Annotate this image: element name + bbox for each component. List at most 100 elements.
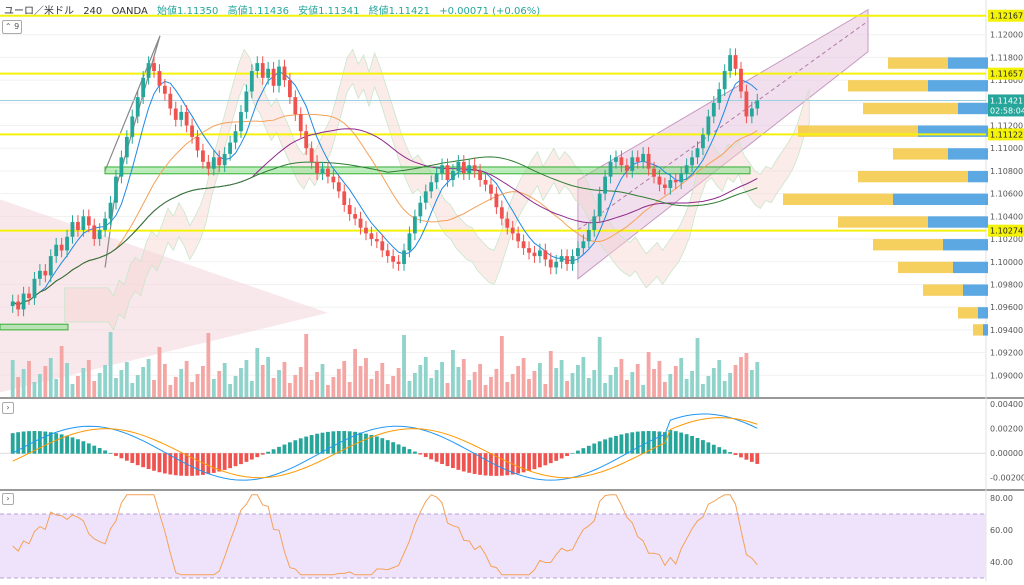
- volume-profile-bar: [838, 216, 928, 228]
- indicator-collapse-button[interactable]: ⌃ 9: [2, 20, 22, 34]
- macd-histogram-bar: [217, 453, 222, 472]
- volume-bar: [690, 371, 694, 397]
- candle: [54, 244, 59, 257]
- candle: [635, 157, 640, 162]
- macd-histogram-bar: [43, 431, 48, 454]
- volume-profile-bar: [948, 57, 988, 69]
- candle: [190, 125, 194, 137]
- macd-histogram-bar: [592, 443, 597, 454]
- macd-histogram-bar: [173, 453, 178, 476]
- candle: [592, 216, 597, 230]
- macd-histogram-bar: [717, 447, 722, 454]
- candle: [483, 180, 488, 185]
- candle: [630, 157, 635, 171]
- symbol-name[interactable]: ユーロ／米ドル: [4, 6, 74, 17]
- close-value: 終値1.11421: [368, 6, 431, 17]
- macd-line: [12, 413, 758, 481]
- candle: [152, 63, 156, 72]
- candle: [673, 180, 678, 183]
- current-price-label: 1.11421: [990, 96, 1023, 105]
- candle: [287, 80, 292, 98]
- macd-histogram-bar: [146, 453, 151, 470]
- rsi-pane-toggle-icon[interactable]: ›: [2, 493, 14, 505]
- macd-histogram-bar: [152, 453, 156, 471]
- candle: [396, 261, 401, 265]
- channel-midline: [577, 20, 869, 231]
- candle: [70, 222, 75, 237]
- volume-bar: [195, 374, 200, 397]
- volume-bar: [336, 369, 341, 397]
- volume-bar: [483, 385, 488, 397]
- candle: [494, 193, 499, 208]
- macd-histogram-bar: [527, 453, 531, 471]
- candle: [27, 293, 31, 299]
- macd-histogram-bar: [516, 453, 521, 474]
- candle: [385, 250, 390, 257]
- candle: [608, 161, 613, 177]
- macd-histogram-bar: [521, 453, 526, 473]
- volume-bar: [206, 333, 211, 397]
- volume-profile-bar: [863, 102, 958, 115]
- rising-channel: [577, 8, 869, 280]
- candle: [59, 244, 64, 251]
- candle: [744, 91, 749, 117]
- macd-histogram-bar: [114, 453, 118, 456]
- candle: [48, 256, 53, 276]
- volume-bar: [266, 357, 271, 397]
- candle: [233, 131, 238, 143]
- volume-bar: [37, 374, 42, 397]
- candle: [195, 136, 200, 151]
- candle: [326, 168, 330, 177]
- volume-bar: [543, 384, 548, 397]
- high-value: 高値1.11436: [227, 6, 289, 17]
- macd-histogram-bar: [554, 453, 559, 461]
- candle: [76, 222, 80, 230]
- candle: [646, 153, 651, 169]
- price-tick-label: 1.11600: [990, 76, 1023, 85]
- macd-histogram-bar: [624, 433, 629, 454]
- macd-histogram-bar: [695, 437, 700, 454]
- macd-pane-toggle-icon[interactable]: ›: [2, 402, 14, 414]
- volume-profile-bar: [968, 170, 988, 183]
- candle: [32, 278, 37, 299]
- volume-bar: [10, 360, 15, 397]
- volume-bar: [434, 370, 439, 397]
- macd-histogram-bar: [369, 434, 374, 454]
- ma-line-long: [12, 156, 758, 307]
- ma-line-mid: [12, 113, 758, 307]
- volume-bar: [201, 366, 205, 397]
- candle: [586, 229, 591, 242]
- candle: [614, 157, 618, 162]
- candle: [717, 89, 722, 103]
- volume-bar: [744, 353, 749, 397]
- volume-profile-bar: [893, 193, 988, 205]
- macd-histogram-bar: [483, 453, 488, 476]
- volume-bar: [711, 368, 716, 397]
- candle: [402, 250, 406, 265]
- volume-profile-bar: [783, 193, 893, 205]
- price-tick-label: 1.10800: [990, 167, 1023, 176]
- volume-bar: [554, 368, 559, 397]
- volume-bar: [581, 357, 586, 397]
- candle: [733, 55, 738, 69]
- candle: [467, 165, 472, 174]
- candle: [173, 108, 178, 120]
- rsi-tick-label: 60.00: [990, 526, 1013, 535]
- candle: [505, 218, 510, 228]
- low-value: 安値1.11341: [298, 6, 360, 17]
- macd-histogram-bar: [249, 453, 254, 460]
- rsi-tick-label: 40.00: [990, 558, 1013, 567]
- interval-label[interactable]: 240: [83, 6, 103, 17]
- macd-histogram-bar: [391, 442, 396, 454]
- candle: [65, 236, 69, 251]
- macd-histogram-bar: [478, 453, 483, 475]
- volume-bar: [287, 383, 292, 397]
- candle: [21, 293, 26, 310]
- macd-histogram-bar: [407, 449, 412, 454]
- level-price-badge: [988, 67, 1024, 80]
- macd-histogram-bar: [162, 453, 167, 474]
- candle: [434, 173, 439, 183]
- macd-histogram-bar: [652, 431, 656, 454]
